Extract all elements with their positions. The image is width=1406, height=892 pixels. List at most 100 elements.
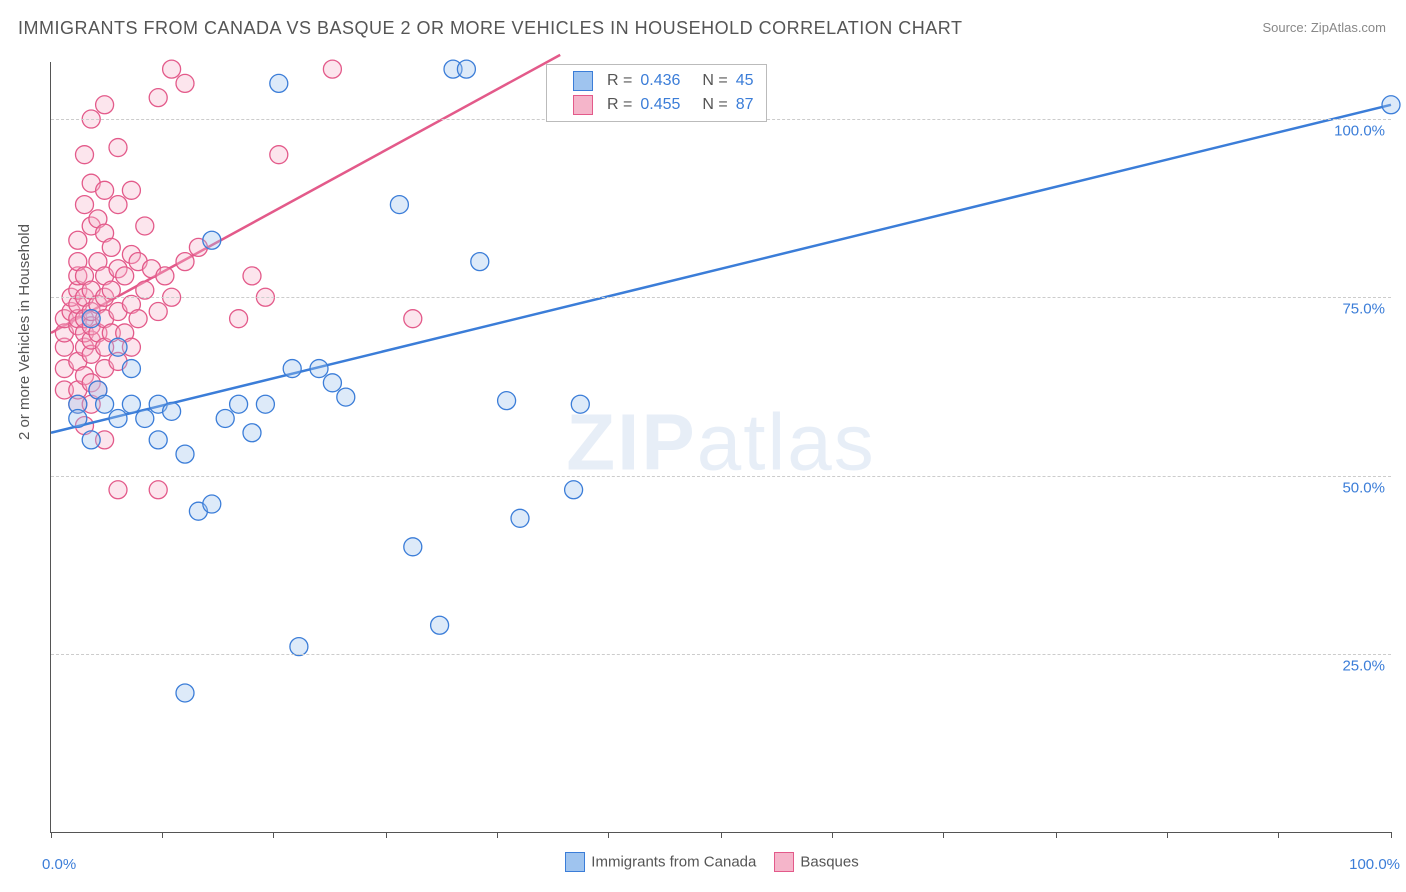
data-point [404, 310, 422, 328]
legend-row: R = 0.436N = 45 [555, 69, 754, 93]
data-point [243, 424, 261, 442]
y-tick-label: 100.0% [1334, 123, 1385, 140]
data-point [243, 267, 261, 285]
data-point [256, 395, 274, 413]
data-point [149, 89, 167, 107]
data-point [323, 374, 341, 392]
data-point [109, 338, 127, 356]
source-prefix: Source: [1262, 20, 1310, 35]
x-tick [721, 832, 722, 838]
data-point [136, 217, 154, 235]
chart-title: IMMIGRANTS FROM CANADA VS BASQUE 2 OR MO… [18, 18, 962, 39]
y-tick-label: 50.0% [1342, 479, 1385, 496]
legend-r-value: 0.436 [640, 69, 680, 93]
y-tick-label: 75.0% [1342, 301, 1385, 318]
data-point [136, 409, 154, 427]
data-point [176, 253, 194, 271]
data-point [310, 360, 328, 378]
grid-line [51, 654, 1391, 655]
chart-svg [51, 62, 1391, 832]
x-tick [943, 832, 944, 838]
data-point [498, 392, 516, 410]
data-point [96, 96, 114, 114]
x-tick [1056, 832, 1057, 838]
data-point [565, 481, 583, 499]
plot-area: ZIPatlas 25.0%50.0%75.0%100.0% [50, 62, 1391, 833]
data-point [203, 231, 221, 249]
x-tick [832, 832, 833, 838]
data-point [109, 139, 127, 157]
data-point [1382, 96, 1400, 114]
data-point [457, 60, 475, 78]
legend-swatch [573, 95, 593, 115]
grid-line [51, 297, 1391, 298]
data-point [270, 74, 288, 92]
data-point [156, 267, 174, 285]
correlation-legend: R = 0.436 N = 45R = 0.455 N = 87 [546, 64, 767, 122]
legend-n-value: 45 [736, 69, 754, 93]
data-point [203, 495, 221, 513]
data-point [390, 196, 408, 214]
source-name: ZipAtlas.com [1311, 20, 1386, 35]
data-point [82, 431, 100, 449]
data-point [122, 360, 140, 378]
data-point [69, 231, 87, 249]
data-point [149, 431, 167, 449]
data-point [404, 538, 422, 556]
data-point [337, 388, 355, 406]
legend-n-label: N = [702, 93, 727, 117]
data-point [511, 509, 529, 527]
data-point [109, 409, 127, 427]
data-point [102, 238, 120, 256]
data-point [96, 395, 114, 413]
data-point [230, 395, 248, 413]
y-axis-label: 2 or more Vehicles in Household [16, 224, 33, 440]
x-tick [386, 832, 387, 838]
data-point [270, 146, 288, 164]
legend-r-label: R = [607, 93, 632, 117]
legend-n-value: 87 [736, 93, 754, 117]
data-point [571, 395, 589, 413]
data-point [163, 60, 181, 78]
legend-swatch [573, 71, 593, 91]
data-point [116, 267, 134, 285]
data-point [69, 409, 87, 427]
data-point [283, 360, 301, 378]
grid-line [51, 476, 1391, 477]
x-tick [1391, 832, 1392, 838]
x-tick [273, 832, 274, 838]
data-point [149, 481, 167, 499]
x-tick [1167, 832, 1168, 838]
data-point [109, 196, 127, 214]
legend-series-label: Basques [800, 854, 858, 871]
data-point [471, 253, 489, 271]
x-tick [1278, 832, 1279, 838]
data-point [230, 310, 248, 328]
data-point [163, 402, 181, 420]
source-attribution: Source: ZipAtlas.com [1262, 20, 1386, 35]
y-tick-label: 25.0% [1342, 657, 1385, 674]
x-tick [51, 832, 52, 838]
series-legend: Immigrants from Canada Basques [0, 852, 1406, 872]
legend-swatch [774, 852, 794, 872]
x-tick [162, 832, 163, 838]
legend-r-value: 0.455 [640, 93, 680, 117]
data-point [82, 310, 100, 328]
data-point [323, 60, 341, 78]
data-point [176, 445, 194, 463]
data-point [76, 196, 94, 214]
data-point [122, 181, 140, 199]
data-point [431, 616, 449, 634]
legend-row: R = 0.455 N = 87 [555, 93, 754, 117]
legend-n-label: N = [702, 69, 727, 93]
legend-series-label: Immigrants from Canada [591, 854, 756, 871]
data-point [176, 74, 194, 92]
data-point [129, 310, 147, 328]
x-tick [608, 832, 609, 838]
legend-swatch [565, 852, 585, 872]
data-point [76, 146, 94, 164]
data-point [109, 481, 127, 499]
data-point [216, 409, 234, 427]
data-point [149, 303, 167, 321]
x-tick [497, 832, 498, 838]
